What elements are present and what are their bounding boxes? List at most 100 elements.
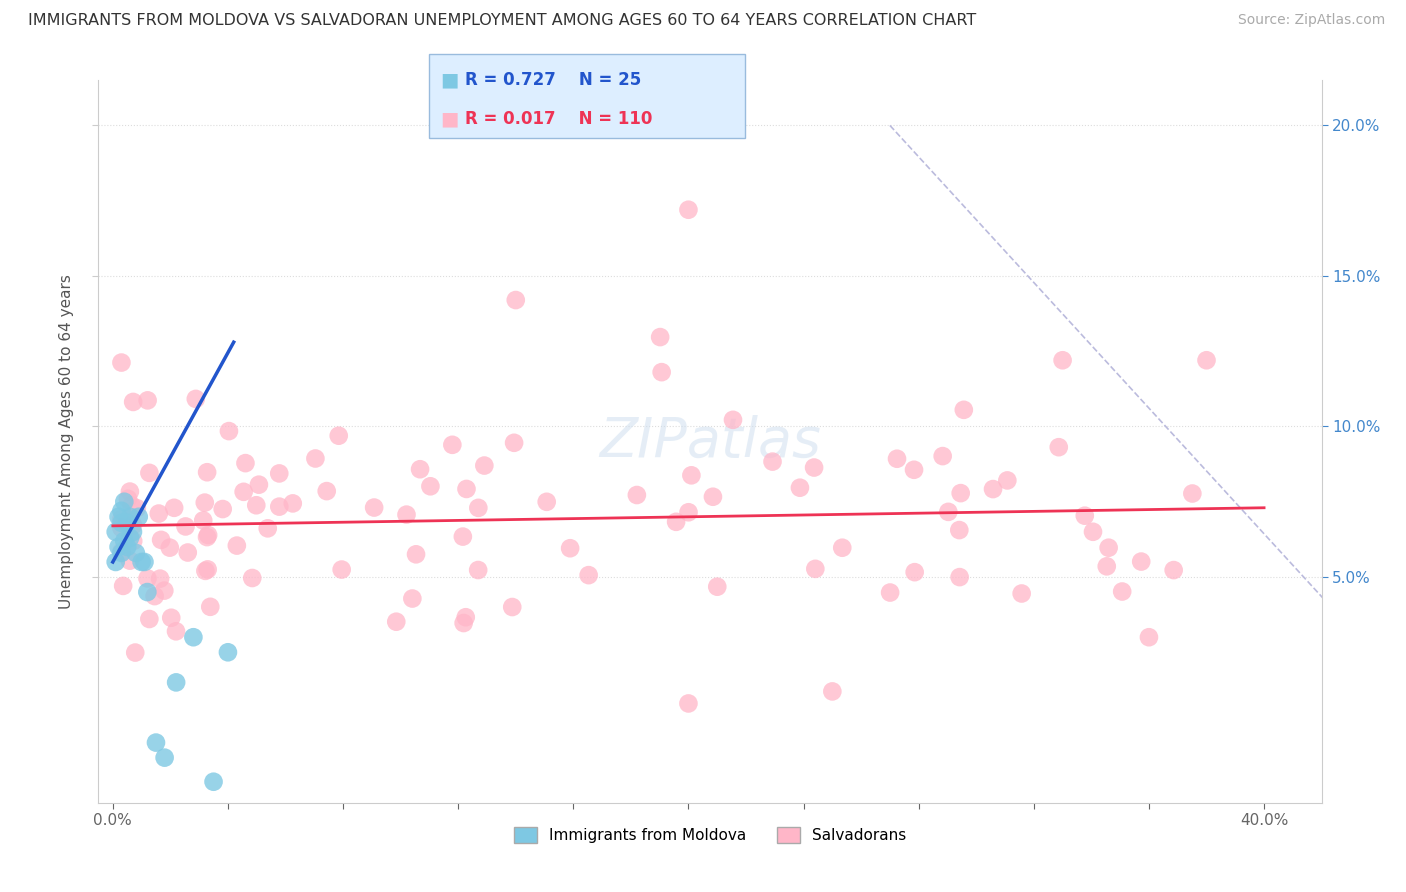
- Text: R = 0.727    N = 25: R = 0.727 N = 25: [465, 71, 641, 89]
- Point: [1011, 586, 1033, 600]
- Point: [225, 539, 247, 553]
- Point: [134, 555, 156, 569]
- Point: [136, 571, 159, 585]
- Point: [112, 579, 135, 593]
- Point: [232, 484, 254, 499]
- Point: [163, 500, 186, 515]
- Point: [903, 463, 925, 477]
- Point: [104, 524, 127, 539]
- Point: [194, 564, 217, 578]
- Point: [1195, 353, 1218, 368]
- Point: [124, 646, 146, 660]
- Point: [405, 547, 427, 561]
- Point: [138, 612, 160, 626]
- Point: [193, 513, 215, 527]
- Point: [931, 449, 953, 463]
- Point: [177, 545, 200, 559]
- Point: [1181, 486, 1204, 500]
- Point: [453, 615, 475, 630]
- Point: [401, 591, 423, 606]
- Point: [650, 330, 672, 344]
- Point: [578, 568, 600, 582]
- Point: [153, 583, 176, 598]
- Point: [195, 465, 218, 479]
- Point: [1111, 584, 1133, 599]
- Point: [505, 293, 527, 307]
- Point: [330, 563, 353, 577]
- Point: [104, 555, 127, 569]
- Point: [149, 572, 172, 586]
- Point: [118, 554, 141, 568]
- Point: [117, 491, 139, 506]
- Text: Source: ZipAtlas.com: Source: ZipAtlas.com: [1237, 13, 1385, 28]
- Point: [948, 523, 970, 537]
- Point: [304, 451, 326, 466]
- Point: [472, 458, 495, 473]
- Point: [536, 495, 558, 509]
- Point: [110, 504, 132, 518]
- Point: [456, 482, 478, 496]
- Point: [385, 615, 408, 629]
- Point: [183, 630, 205, 644]
- Point: [165, 624, 187, 639]
- Point: [721, 413, 744, 427]
- Point: [789, 481, 811, 495]
- Point: [160, 611, 183, 625]
- Point: [112, 494, 135, 508]
- Point: [110, 516, 132, 530]
- Point: [949, 570, 972, 584]
- Point: [122, 518, 145, 533]
- Point: [1098, 541, 1121, 555]
- Point: [110, 355, 132, 369]
- Point: [110, 512, 132, 526]
- Point: [107, 540, 129, 554]
- Point: [200, 599, 222, 614]
- Point: [118, 484, 141, 499]
- Text: ZIPatlas: ZIPatlas: [599, 415, 821, 468]
- Point: [125, 546, 148, 560]
- Point: [245, 498, 267, 512]
- Point: [419, 479, 441, 493]
- Point: [269, 500, 291, 514]
- Point: [165, 675, 187, 690]
- Point: [1130, 555, 1153, 569]
- Text: IMMIGRANTS FROM MOLDOVA VS SALVADORAN UNEMPLOYMENT AMONG AGES 60 TO 64 YEARS COR: IMMIGRANTS FROM MOLDOVA VS SALVADORAN UN…: [28, 13, 976, 29]
- Point: [501, 600, 523, 615]
- Text: ■: ■: [440, 70, 458, 90]
- Point: [409, 462, 432, 476]
- Point: [981, 482, 1004, 496]
- Point: [148, 507, 170, 521]
- Point: [451, 530, 474, 544]
- Point: [120, 531, 142, 545]
- Point: [128, 509, 150, 524]
- Point: [136, 393, 159, 408]
- Point: [467, 563, 489, 577]
- Point: [651, 365, 673, 379]
- Legend: Immigrants from Moldova, Salvadorans: Immigrants from Moldova, Salvadorans: [508, 822, 912, 849]
- Point: [831, 541, 853, 555]
- Point: [110, 546, 132, 560]
- Point: [558, 541, 581, 556]
- Point: [136, 585, 159, 599]
- Point: [122, 524, 145, 539]
- Point: [269, 467, 291, 481]
- Point: [1052, 353, 1074, 368]
- Point: [395, 508, 418, 522]
- Point: [138, 466, 160, 480]
- Text: R = 0.017    N = 110: R = 0.017 N = 110: [465, 110, 652, 128]
- Point: [995, 474, 1018, 488]
- Point: [1137, 630, 1160, 644]
- Text: ■: ■: [440, 109, 458, 128]
- Point: [678, 202, 700, 217]
- Point: [195, 530, 218, 544]
- Point: [115, 516, 138, 530]
- Point: [886, 451, 908, 466]
- Point: [678, 505, 700, 519]
- Point: [904, 565, 927, 579]
- Point: [235, 456, 257, 470]
- Point: [110, 521, 132, 535]
- Point: [125, 501, 148, 516]
- Point: [145, 735, 167, 749]
- Point: [247, 477, 270, 491]
- Y-axis label: Unemployment Among Ages 60 to 64 years: Unemployment Among Ages 60 to 64 years: [59, 274, 75, 609]
